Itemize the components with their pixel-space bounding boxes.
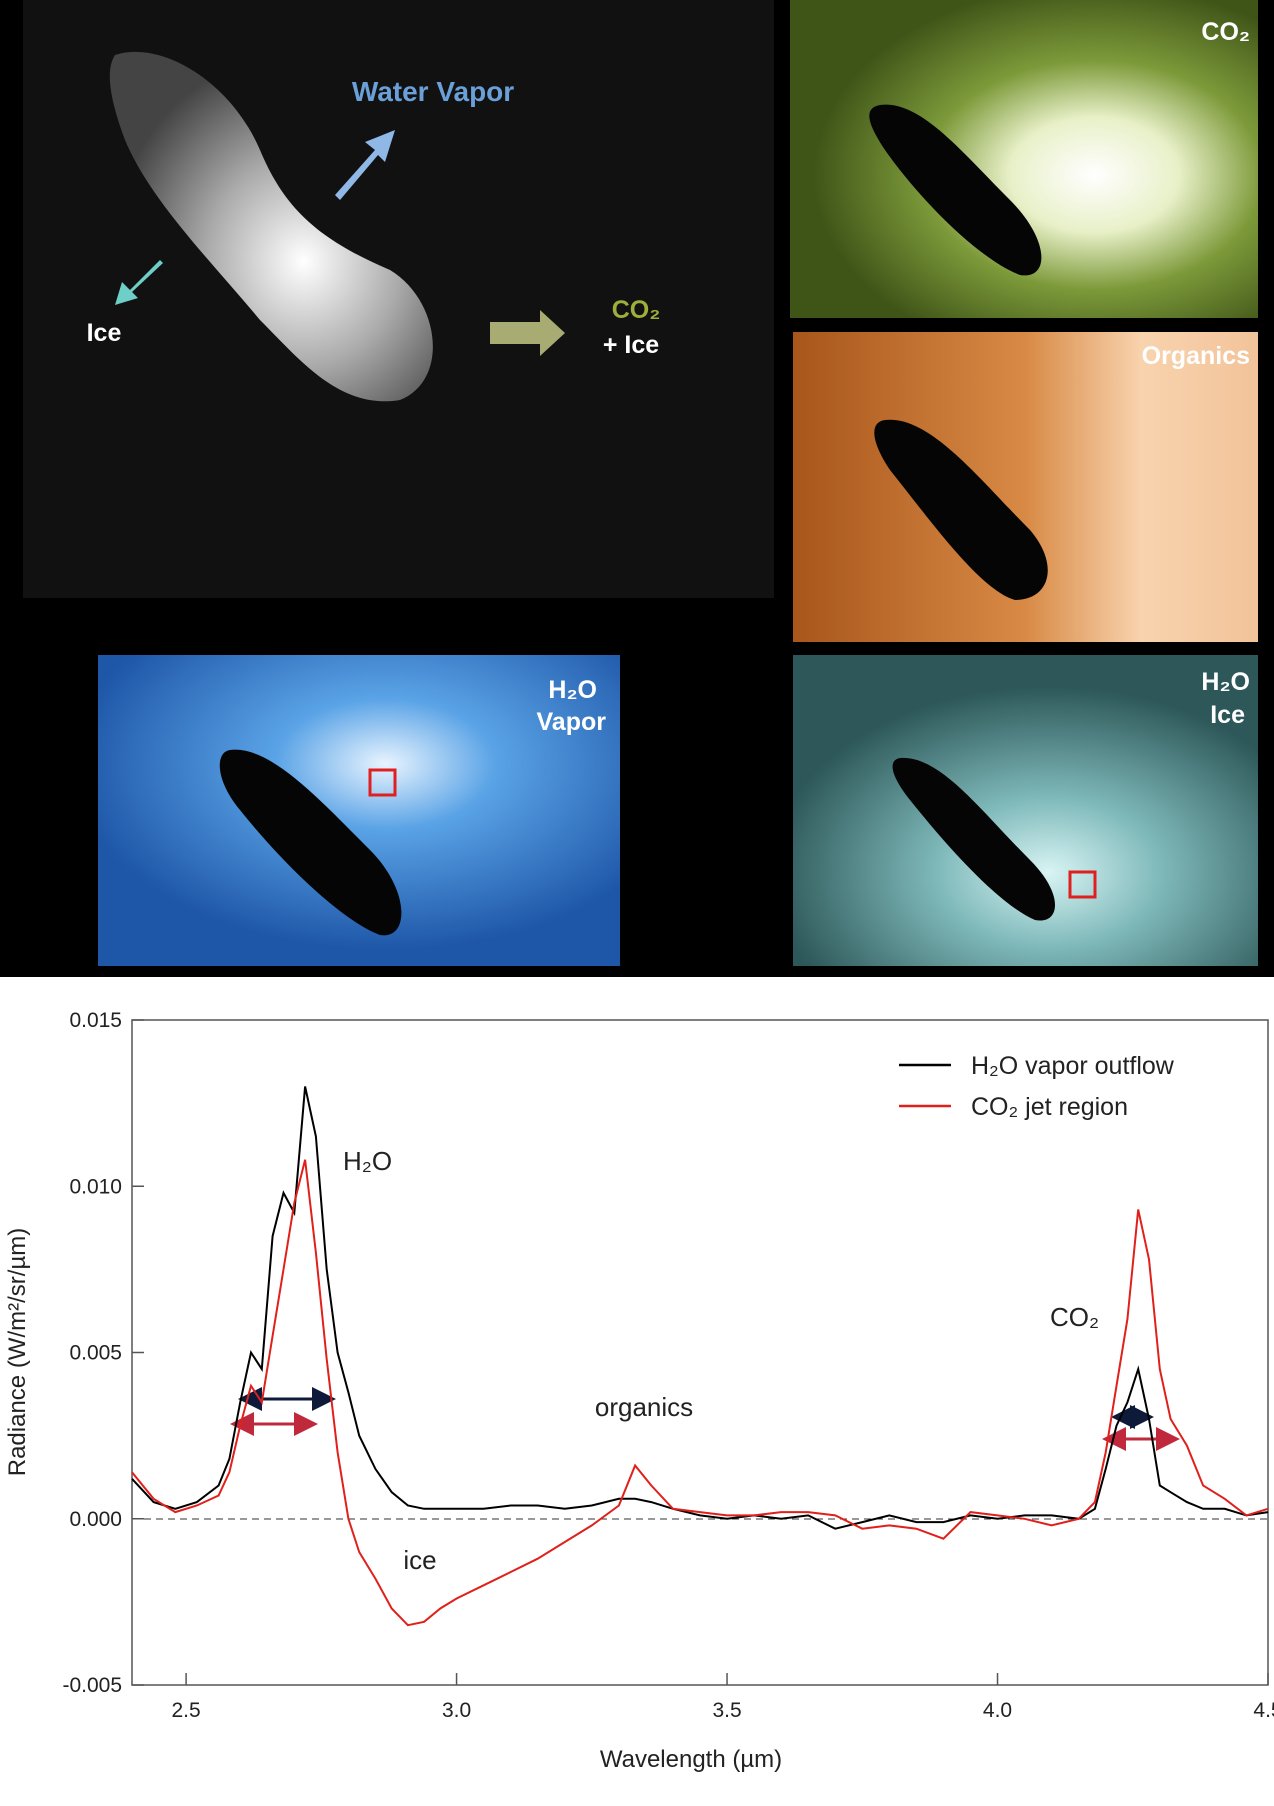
y-tick-label: -0.005 bbox=[62, 1674, 122, 1697]
x-tick-label: 3.0 bbox=[442, 1699, 471, 1722]
annotation: H₂O bbox=[343, 1146, 392, 1176]
label: Water Vapor bbox=[352, 76, 514, 107]
label: Vapor bbox=[537, 708, 607, 736]
y-tick-label: 0.000 bbox=[69, 1508, 122, 1531]
comet-nucleus bbox=[109, 51, 433, 402]
y-tick-label: 0.005 bbox=[69, 1342, 122, 1365]
label: + Ice bbox=[603, 331, 659, 359]
legend-label: CO₂ jet region bbox=[971, 1093, 1128, 1121]
label: Ice bbox=[1210, 701, 1245, 729]
ice-map bbox=[793, 655, 1258, 966]
legend-label: H₂O vapor outflow bbox=[971, 1052, 1175, 1080]
annotation: ice bbox=[403, 1545, 436, 1575]
series-line bbox=[131, 1159, 1269, 1627]
nucleus-shadow bbox=[869, 104, 1042, 276]
arrow bbox=[115, 260, 163, 305]
label: H₂O bbox=[548, 676, 597, 704]
label: CO₂ bbox=[1201, 18, 1250, 46]
label: Organics bbox=[1142, 342, 1250, 370]
label: H₂O bbox=[1201, 668, 1250, 696]
x-axis-label: Wavelength (µm) bbox=[600, 1746, 782, 1773]
x-tick-label: 3.5 bbox=[712, 1699, 741, 1722]
x-tick-label: 4.5 bbox=[1253, 1699, 1274, 1722]
region-box bbox=[1068, 870, 1097, 899]
series-line bbox=[131, 1086, 1269, 1530]
x-tick-label: 4.0 bbox=[983, 1699, 1012, 1722]
y-tick-label: 0.010 bbox=[69, 1175, 122, 1198]
region-box bbox=[368, 768, 397, 797]
y-axis-label: Radiance (W/m²/sr/µm) bbox=[4, 1228, 31, 1477]
label: CO₂ bbox=[612, 296, 661, 324]
label: Ice bbox=[87, 319, 122, 347]
y-tick-label: 0.015 bbox=[69, 1009, 122, 1032]
nucleus-shadow bbox=[874, 419, 1048, 600]
arrow bbox=[335, 130, 395, 200]
x-tick-label: 2.5 bbox=[171, 1699, 200, 1722]
chart: Radiance (W/m²/sr/µm) Wavelength (µm) H₂… bbox=[4, 1009, 1274, 1773]
nucleus-shadow bbox=[219, 749, 402, 936]
annotation: CO₂ bbox=[1050, 1302, 1099, 1332]
annotation: organics bbox=[595, 1392, 693, 1422]
arrow bbox=[490, 310, 565, 356]
image-panel: Water Vapor Ice CO₂ + Ice CO₂ Organics H… bbox=[0, 0, 1274, 977]
nucleus-shadow bbox=[892, 757, 1055, 921]
